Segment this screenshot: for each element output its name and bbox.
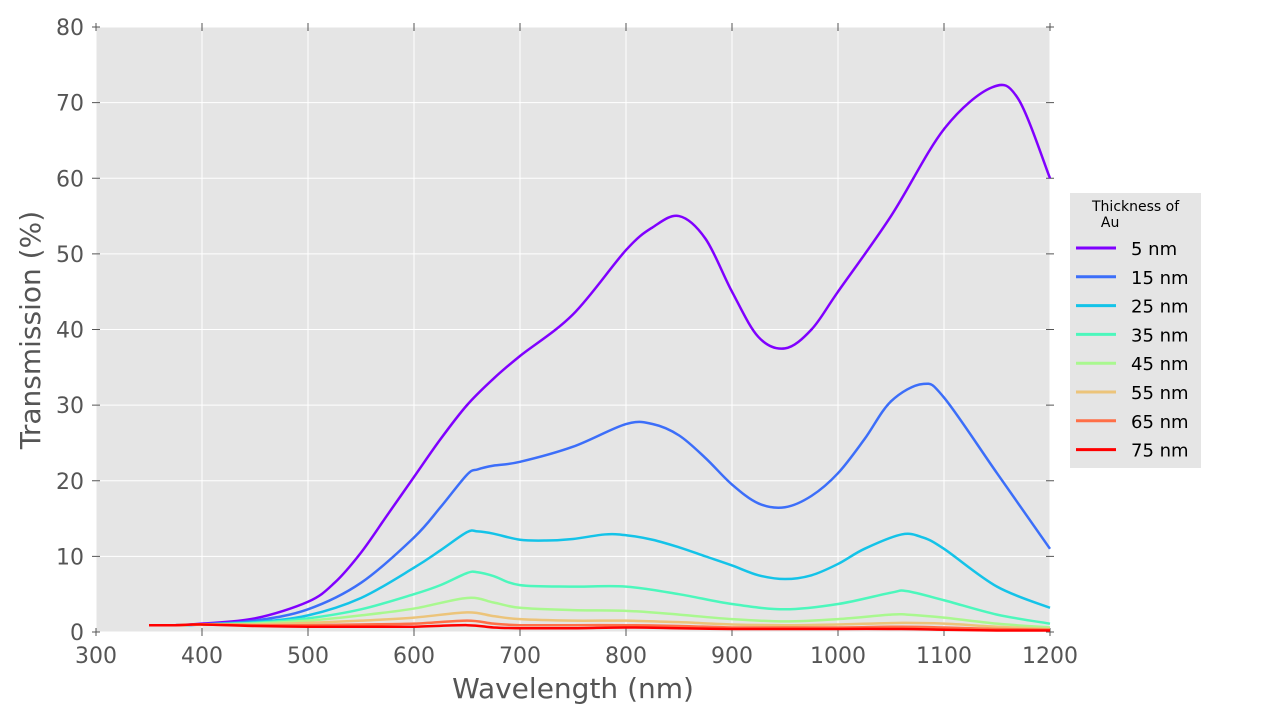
series-line-25-nm [148,529,1051,627]
legend-label: 15 nm [1131,268,1189,289]
legend-label: 5 nm [1131,239,1177,260]
x-tick-label: 600 [393,644,435,669]
legend-title: Thickness of Au [1091,199,1180,231]
x-tick-label: 1100 [916,644,972,669]
legend-label: 65 nm [1131,412,1189,433]
y-axis-label: Transmission (%) [14,211,47,450]
legend-label: 45 nm [1131,354,1189,375]
x-tick-label: 700 [499,644,541,669]
x-tick-label: 300 [75,644,117,669]
series-line-15-nm [148,382,1052,627]
x-tick-label: 500 [287,644,329,669]
x-tick-label: 1200 [1022,644,1078,669]
y-tick-label: 80 [56,16,84,41]
series-line-75-nm [148,623,1051,632]
y-tick-label: 50 [56,243,84,268]
x-tick-label: 800 [605,644,647,669]
y-tick-label: 70 [56,92,84,117]
series-lines [148,83,1052,632]
tick-labels: 300 400 500 600 700 800 900 1000 1100 1200 0 10 20 30… [56,16,1078,669]
series-line-35-nm [148,570,1051,627]
y-tick-label: 20 [56,470,84,495]
y-tick-label: 60 [56,167,84,192]
x-axis-label: Wavelength (nm) [452,672,694,705]
x-tick-label: 900 [711,644,753,669]
x-tick-label: 400 [181,644,223,669]
y-tick-label: 0 [70,621,84,646]
legend-label: 75 nm [1131,441,1189,462]
legend-label: 55 nm [1131,383,1189,404]
y-tick-label: 10 [56,545,84,570]
y-tick-label: 40 [56,319,84,344]
legend: Thickness of Au 5 nm 15 nm 25 nm 35 nm 45 nm… [1070,193,1201,468]
legend-entries: 5 nm 15 nm 25 nm 35 nm 45 nm 55 nm 65 nm 75 nm [1076,239,1189,462]
axis-ticks [92,23,1054,636]
legend-label: 25 nm [1131,297,1189,318]
y-tick-label: 30 [56,394,84,419]
series-line-5-nm [148,83,1052,627]
legend-label: 35 nm [1131,325,1189,346]
x-tick-label: 1000 [810,644,866,669]
